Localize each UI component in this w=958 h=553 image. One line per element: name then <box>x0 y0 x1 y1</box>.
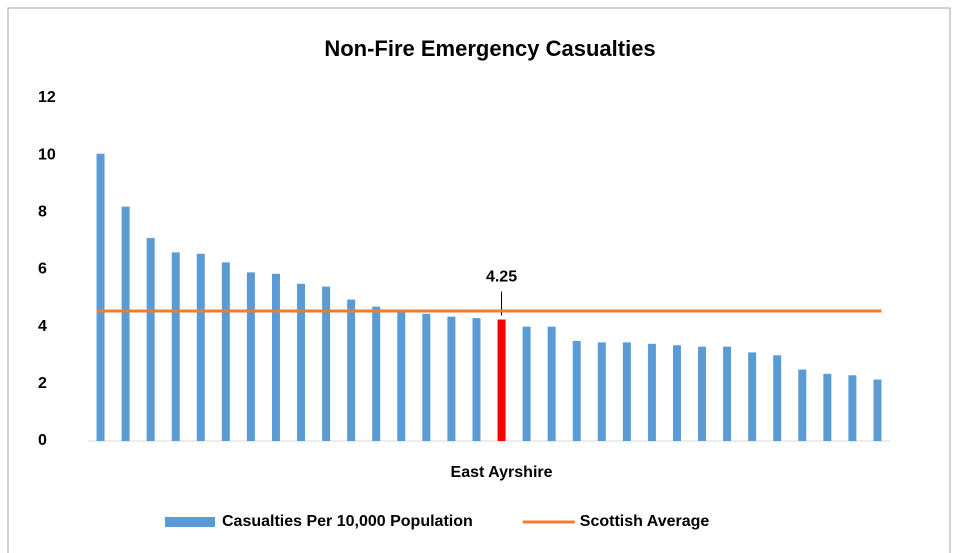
bar <box>397 310 406 441</box>
legend-swatch <box>165 517 215 527</box>
bar <box>422 313 431 441</box>
bar <box>246 272 255 441</box>
y-tick-label: 10 <box>38 146 56 163</box>
bar <box>823 373 832 441</box>
bar <box>322 286 331 441</box>
bar <box>572 340 581 441</box>
bar <box>497 319 506 441</box>
bar <box>221 262 230 441</box>
bar <box>798 369 807 441</box>
bar <box>447 316 456 441</box>
y-tick-label: 6 <box>38 261 47 278</box>
bar <box>146 238 155 441</box>
data-label: 4.25 <box>486 269 517 286</box>
x-tick-label: East Ayrshire <box>451 464 553 481</box>
bar <box>698 346 707 441</box>
bar <box>723 346 732 441</box>
chart-frame <box>7 7 951 553</box>
y-tick-label: 8 <box>38 204 47 221</box>
bar <box>196 253 205 441</box>
bar <box>347 299 356 441</box>
bar <box>171 252 180 441</box>
bar <box>271 273 280 441</box>
bar <box>748 352 757 441</box>
bar <box>873 379 882 441</box>
y-tick-label: 2 <box>38 375 47 392</box>
bar <box>121 206 130 441</box>
y-tick-label: 0 <box>38 432 47 449</box>
bar <box>547 326 556 441</box>
y-tick-label: 4 <box>38 318 47 335</box>
bar <box>372 306 381 441</box>
bar <box>472 318 481 441</box>
bar <box>622 342 631 441</box>
legend-label: Casualties Per 10,000 Population <box>222 513 473 530</box>
bar <box>96 153 105 442</box>
legend-label: Scottish Average <box>580 513 710 530</box>
bar <box>297 283 306 441</box>
y-tick-label: 12 <box>38 89 56 106</box>
bar <box>773 355 782 441</box>
bar <box>672 345 681 441</box>
bar <box>848 375 857 441</box>
chart-title: Non-Fire Emergency Casualties <box>324 36 655 61</box>
bar <box>597 342 606 441</box>
bar <box>522 326 531 441</box>
bar <box>647 343 656 441</box>
